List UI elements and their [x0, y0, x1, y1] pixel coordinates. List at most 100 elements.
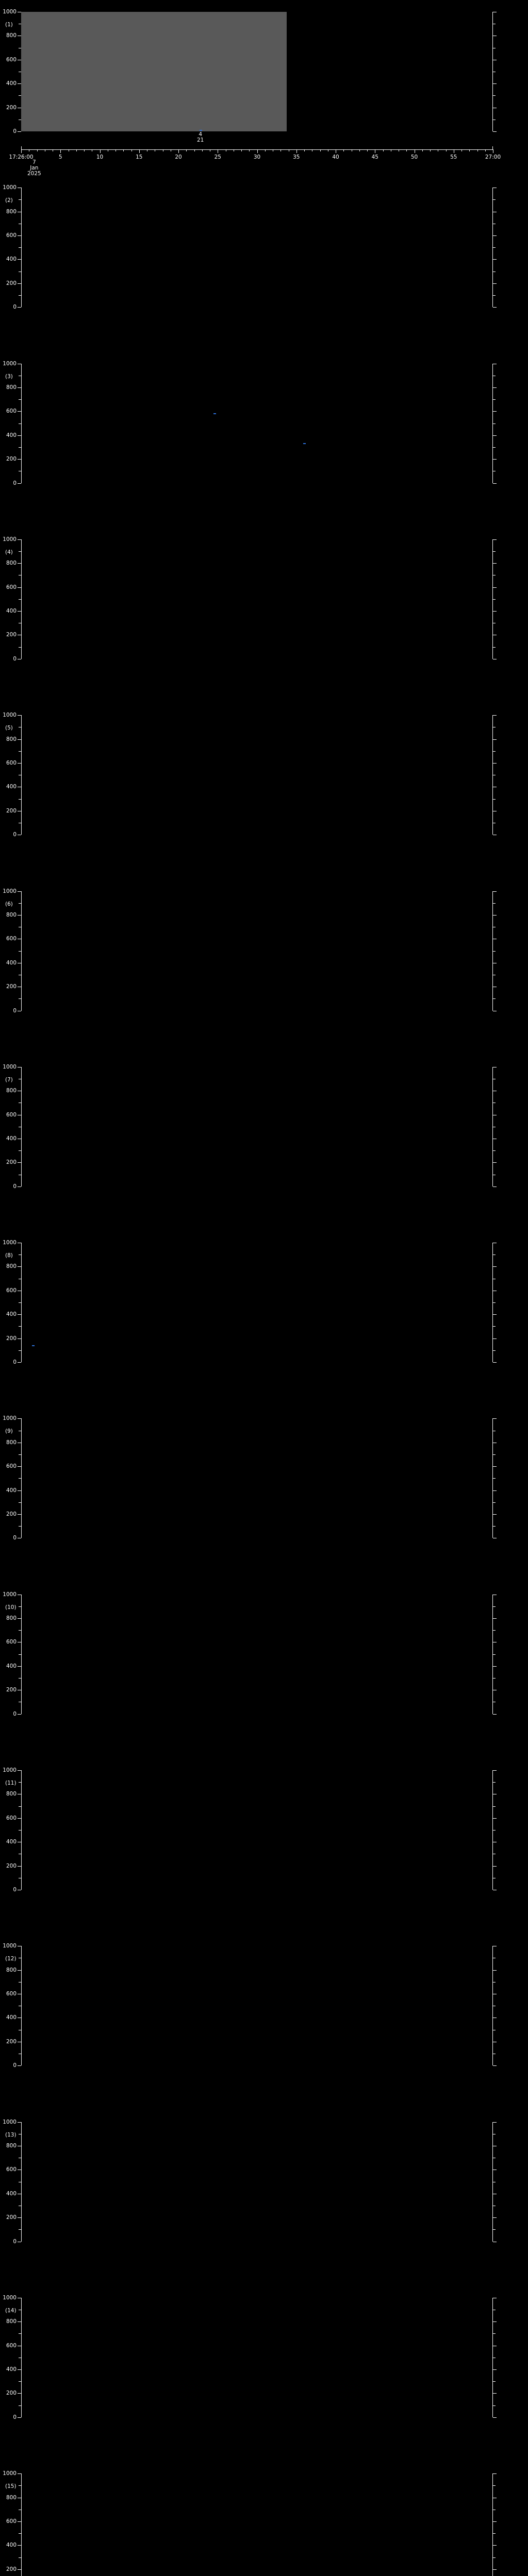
y-axis-tick	[18, 2065, 21, 2066]
y-axis-tick-label: 400	[6, 2366, 16, 2372]
y-axis-left-spine	[21, 1594, 22, 1714]
y-axis-tick	[493, 611, 497, 612]
y-axis-tick	[19, 799, 21, 800]
y-axis-tick	[493, 2473, 497, 2475]
y-axis-tick-label: 600	[6, 1287, 16, 1294]
y-axis-tick	[493, 891, 497, 892]
y-axis-tick	[493, 1830, 496, 1831]
y-axis-tick	[493, 1770, 497, 1771]
y-axis-tick	[18, 2521, 21, 2522]
y-axis-tick	[493, 1970, 497, 1971]
x-axis-tick-label: 45	[371, 154, 378, 160]
x-axis-tick	[21, 149, 22, 153]
y-axis-tick	[18, 563, 21, 564]
y-axis-tick-label: 800	[6, 2318, 16, 2325]
y-axis-tick	[18, 1970, 21, 1971]
y-axis-tick	[493, 1654, 496, 1655]
y-axis-tick	[493, 423, 496, 424]
plot-area: 0 200 400 600 800 1000	[3, 1768, 497, 1892]
y-axis-tick	[493, 2381, 496, 2382]
annotation-line: 4	[199, 131, 203, 138]
panel-number-label: (7)	[5, 1076, 13, 1083]
event-marker	[303, 443, 306, 445]
panel-number-label: (11)	[5, 1780, 16, 1786]
y-axis-tick	[493, 914, 497, 916]
x-axis-tick	[249, 149, 250, 151]
y-axis-tick	[493, 1302, 496, 1303]
y-axis-tick	[19, 295, 21, 296]
y-axis-left-spine	[21, 1066, 22, 1187]
y-axis-tick	[493, 435, 497, 436]
y-axis-tick-label: 200	[6, 2214, 16, 2221]
panel-number-label: (15)	[5, 2483, 16, 2490]
y-axis-tick-label: 1000	[3, 360, 16, 367]
y-axis-tick	[493, 1526, 496, 1527]
y-axis-tick-label: 400	[6, 80, 16, 87]
y-axis-tick	[493, 295, 496, 296]
y-axis-tick	[493, 2065, 497, 2066]
plot-area: 0 200 400 600 800 1000	[3, 1416, 497, 1540]
y-axis-left-spine	[21, 891, 22, 1011]
y-axis-tick-label: 0	[13, 2414, 16, 2420]
y-axis-left-spine	[21, 715, 22, 835]
y-axis-tick	[18, 2217, 21, 2218]
y-axis-tick	[493, 387, 497, 388]
y-axis-tick-label: 600	[6, 2166, 16, 2173]
y-axis-tick-label: 400	[6, 1663, 16, 1669]
x-axis-tick-label: 40	[332, 154, 339, 160]
y-axis-tick-label: 1000	[3, 888, 16, 894]
y-axis-tick	[493, 1478, 496, 1479]
y-axis-tick	[18, 411, 21, 412]
y-axis-tick	[19, 1678, 21, 1679]
x-axis-end-cap	[21, 146, 22, 150]
x-axis-tick-label: 50	[410, 154, 418, 160]
y-axis-tick	[19, 2533, 21, 2534]
y-axis-tick	[493, 483, 497, 484]
y-axis-tick	[493, 1502, 496, 1503]
y-axis-tick	[493, 1362, 497, 1363]
y-axis-tick	[18, 1818, 21, 1819]
y-axis-tick-label: 600	[6, 1111, 16, 1118]
x-axis-tick	[406, 149, 407, 151]
y-axis-tick	[493, 2569, 497, 2570]
y-axis-tick	[18, 1618, 21, 1619]
y-axis-tick-label: 0	[13, 1886, 16, 1893]
y-axis-tick	[18, 1418, 21, 1419]
y-axis-tick	[18, 1362, 21, 1363]
y-axis-tick	[19, 1478, 21, 1479]
panel-number-label: (10)	[5, 1604, 16, 1611]
y-axis-tick-label: 1000	[3, 1591, 16, 1598]
spectrogram-image	[21, 12, 287, 131]
y-axis-tick-label: 0	[13, 2238, 16, 2245]
y-axis-tick	[493, 2557, 496, 2558]
y-axis-tick	[493, 563, 497, 564]
y-axis-tick	[18, 1714, 21, 1715]
y-axis-tick-label: 400	[6, 959, 16, 966]
y-axis-tick-label: 600	[6, 232, 16, 239]
y-axis-left-spine	[21, 1946, 22, 2066]
y-axis-tick	[18, 2321, 21, 2323]
y-axis-right-spine	[492, 12, 493, 131]
y-axis-tick-label: 0	[13, 480, 16, 486]
y-axis-tick-label: 400	[6, 432, 16, 438]
x-axis-tick	[37, 149, 38, 151]
y-axis-tick	[18, 739, 21, 740]
y-axis-tick	[493, 1630, 496, 1631]
y-axis-tick	[493, 2321, 497, 2323]
y-axis-left-spine	[21, 1243, 22, 1363]
y-axis-tick	[18, 1866, 21, 1867]
y-axis-tick	[493, 2521, 497, 2522]
x-axis-tick	[430, 149, 431, 151]
y-axis-tick	[18, 1266, 21, 1267]
y-axis-left-spine	[21, 539, 22, 659]
y-axis-tick	[19, 1830, 21, 1831]
y-axis-tick-label: 200	[6, 1687, 16, 1693]
annotation-line: 21	[197, 137, 204, 144]
y-axis-tick	[18, 1314, 21, 1315]
y-axis-left-spine	[21, 188, 22, 308]
y-axis-tick-label: 800	[6, 384, 16, 391]
y-axis-tick	[19, 1782, 21, 1783]
x-axis-tick-label: 27:00	[485, 154, 501, 160]
